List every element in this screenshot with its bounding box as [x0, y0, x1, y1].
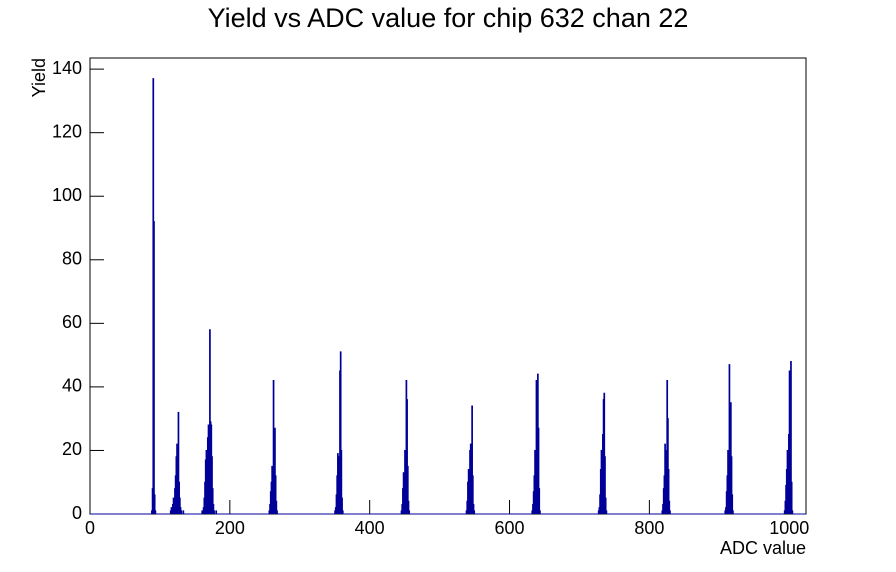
- y-axis-label: Yield: [29, 58, 49, 97]
- bin: [472, 503, 475, 514]
- y-tick-label: 80: [62, 249, 82, 269]
- bin: [407, 500, 410, 514]
- bin: [274, 427, 276, 514]
- bin: [340, 449, 343, 514]
- bin: [212, 503, 215, 514]
- y-tick-label: 100: [52, 185, 82, 205]
- bin: [179, 497, 181, 514]
- bin: [471, 475, 474, 514]
- x-tick-label: 1000: [769, 518, 809, 538]
- bin: [667, 418, 669, 514]
- bin: [170, 507, 173, 514]
- bin: [791, 510, 794, 514]
- x-tick-label: 200: [215, 518, 245, 538]
- bin: [730, 456, 733, 514]
- bin: [731, 494, 734, 514]
- bin: [790, 481, 793, 514]
- bin: [177, 411, 180, 514]
- bin: [274, 475, 277, 514]
- bin: [471, 405, 473, 514]
- bin: [604, 497, 607, 514]
- bin: [211, 456, 213, 514]
- bin: [788, 370, 791, 514]
- bin: [341, 510, 344, 514]
- bin: [182, 510, 185, 514]
- bin: [272, 380, 275, 514]
- bin: [215, 510, 218, 514]
- bin: [154, 510, 157, 514]
- plot-frame: [89, 57, 807, 515]
- bin: [172, 497, 175, 514]
- bin: [153, 221, 155, 514]
- bin: [605, 510, 608, 514]
- bin: [213, 510, 215, 514]
- bin: [667, 469, 670, 514]
- bin: [538, 488, 541, 514]
- y-tick-label: 40: [62, 376, 82, 396]
- bin: [473, 510, 476, 514]
- bin: [275, 500, 278, 514]
- x-tick-label: 600: [495, 518, 525, 538]
- x-tick-label: 0: [85, 518, 95, 538]
- bin: [539, 510, 541, 514]
- y-tick-label: 140: [52, 58, 82, 78]
- x-axis-label: ADC value: [720, 538, 806, 558]
- bin: [732, 510, 734, 514]
- y-tick-label: 120: [52, 121, 82, 141]
- bin: [406, 399, 408, 514]
- bin: [406, 465, 409, 514]
- bin: [341, 497, 343, 514]
- bin: [408, 510, 411, 514]
- bin: [339, 351, 342, 514]
- bin: [790, 360, 792, 514]
- chart-title: Yield vs ADC value for chip 632 chan 22: [208, 3, 689, 33]
- bin: [604, 456, 606, 514]
- y-tick-label: 0: [72, 503, 82, 523]
- bin: [603, 392, 606, 514]
- x-tick-label: 800: [634, 518, 664, 538]
- bin: [201, 510, 204, 514]
- bin: [537, 427, 540, 514]
- bin: [276, 510, 278, 514]
- bin: [211, 488, 214, 514]
- y-tick-label: 20: [62, 439, 82, 459]
- x-tick-label: 400: [355, 518, 385, 538]
- bin: [668, 500, 671, 514]
- y-tick-label: 60: [62, 312, 82, 332]
- bin: [180, 510, 183, 514]
- bin: [669, 510, 671, 514]
- bin: [153, 494, 156, 514]
